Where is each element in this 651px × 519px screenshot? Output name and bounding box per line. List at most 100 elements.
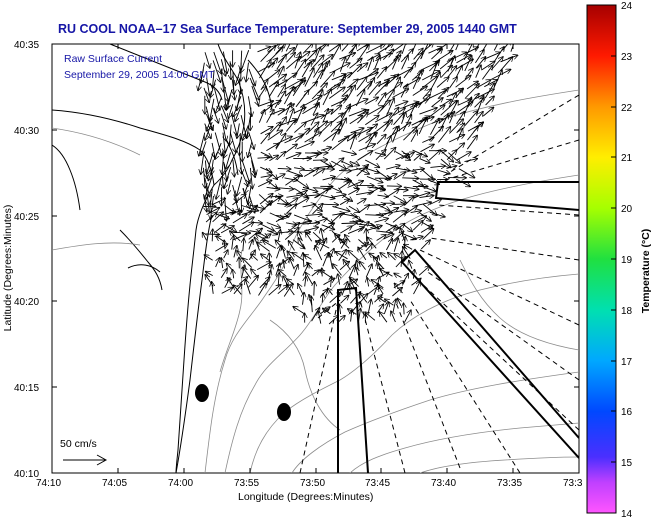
current-vector bbox=[393, 210, 408, 213]
current-vector bbox=[392, 44, 409, 52]
x-axis-label: Longitude (Degrees:Minutes) bbox=[238, 491, 374, 503]
current-vector bbox=[331, 158, 344, 169]
x-tick-labels: 74:10 74:05 74:00 73:55 73:50 73:45 73:4… bbox=[36, 478, 583, 489]
colorbar-tick-label: 20 bbox=[621, 204, 633, 215]
current-vector bbox=[420, 240, 430, 250]
current-vector bbox=[338, 316, 345, 323]
current-vector bbox=[239, 133, 240, 155]
current-vector bbox=[269, 155, 278, 162]
current-vector bbox=[403, 127, 416, 141]
current-vector bbox=[245, 280, 251, 295]
current-vector bbox=[367, 278, 369, 287]
current-vector bbox=[475, 65, 481, 78]
current-vector bbox=[466, 81, 478, 90]
mooring-marker bbox=[277, 403, 291, 421]
current-vector bbox=[340, 226, 352, 234]
current-vector bbox=[341, 44, 349, 52]
current-vector bbox=[484, 83, 494, 99]
current-vector bbox=[395, 284, 403, 294]
current-vector bbox=[247, 96, 251, 116]
current-vector bbox=[285, 153, 301, 160]
current-vector bbox=[449, 77, 457, 89]
current-vector bbox=[322, 177, 335, 180]
current-vector bbox=[260, 46, 276, 63]
current-vector bbox=[314, 282, 315, 296]
current-vector bbox=[212, 229, 213, 242]
rivers bbox=[52, 127, 141, 251]
current-vector bbox=[377, 304, 383, 314]
current-vector bbox=[257, 47, 271, 53]
current-vector bbox=[356, 267, 358, 276]
current-vector bbox=[482, 108, 493, 117]
current-vector bbox=[259, 194, 273, 205]
current-vector bbox=[227, 94, 231, 109]
current-vector bbox=[349, 116, 363, 125]
current-vector bbox=[377, 101, 390, 115]
current-vector bbox=[331, 123, 342, 141]
current-vector bbox=[206, 114, 214, 131]
current-vector bbox=[456, 129, 462, 141]
current-vector bbox=[221, 68, 223, 92]
current-vector bbox=[338, 250, 346, 261]
current-vector bbox=[258, 180, 271, 188]
current-vector bbox=[214, 132, 221, 156]
current-vector bbox=[440, 158, 451, 167]
current-vector bbox=[201, 150, 205, 174]
current-vector bbox=[375, 122, 388, 132]
current-vector bbox=[259, 60, 271, 79]
current-vector bbox=[259, 201, 272, 214]
current-vector bbox=[349, 160, 359, 165]
current-vector bbox=[305, 214, 321, 215]
current-vector bbox=[226, 152, 231, 169]
current-vector bbox=[392, 89, 408, 98]
current-vector bbox=[293, 307, 305, 314]
current-vector bbox=[464, 56, 472, 72]
current-vector bbox=[233, 232, 250, 233]
current-vector bbox=[365, 44, 385, 54]
current-vector bbox=[215, 98, 222, 113]
current-vector bbox=[377, 93, 386, 105]
current-vector bbox=[404, 303, 405, 315]
colorbar-tick-label: 18 bbox=[621, 306, 633, 317]
current-vector bbox=[294, 129, 309, 143]
current-vector bbox=[235, 104, 243, 121]
current-vector bbox=[266, 110, 274, 123]
current-vector bbox=[212, 107, 219, 123]
colorbar-ticks bbox=[611, 4, 616, 463]
current-vector bbox=[303, 227, 318, 232]
current-vector bbox=[206, 186, 209, 205]
y-axis bbox=[52, 43, 579, 474]
current-vector bbox=[204, 123, 211, 139]
current-vector bbox=[233, 270, 234, 279]
current-vector bbox=[275, 213, 291, 223]
current-vector bbox=[285, 44, 291, 52]
colorbar-label: Temperature (°C) bbox=[640, 228, 651, 314]
current-vector bbox=[420, 144, 434, 153]
current-vector bbox=[222, 80, 229, 101]
current-vector bbox=[239, 277, 247, 285]
current-vector bbox=[430, 73, 440, 90]
current-vector bbox=[373, 284, 378, 295]
current-vector bbox=[332, 205, 349, 211]
current-vector bbox=[235, 68, 242, 85]
current-vector bbox=[243, 125, 249, 141]
current-vector bbox=[294, 52, 301, 69]
current-vector bbox=[358, 134, 372, 142]
current-vector bbox=[212, 212, 224, 223]
current-vector bbox=[401, 152, 414, 160]
current-vector bbox=[401, 44, 407, 54]
colorbar-tick-label: 14 bbox=[621, 509, 633, 519]
current-vector bbox=[385, 174, 396, 181]
current-vector bbox=[347, 85, 355, 99]
current-vector bbox=[482, 66, 492, 80]
current-vector bbox=[292, 78, 305, 97]
current-vector bbox=[268, 285, 281, 296]
current-vector bbox=[290, 259, 295, 270]
colorbar-tick-labels: 24 23 22 21 20 19 18 17 16 15 14 bbox=[621, 1, 633, 519]
current-vector bbox=[233, 159, 235, 177]
current-vector bbox=[365, 132, 376, 150]
current-vector bbox=[440, 66, 452, 78]
current-vector bbox=[446, 150, 457, 161]
current-vector bbox=[374, 219, 388, 223]
current-vector bbox=[418, 266, 429, 276]
